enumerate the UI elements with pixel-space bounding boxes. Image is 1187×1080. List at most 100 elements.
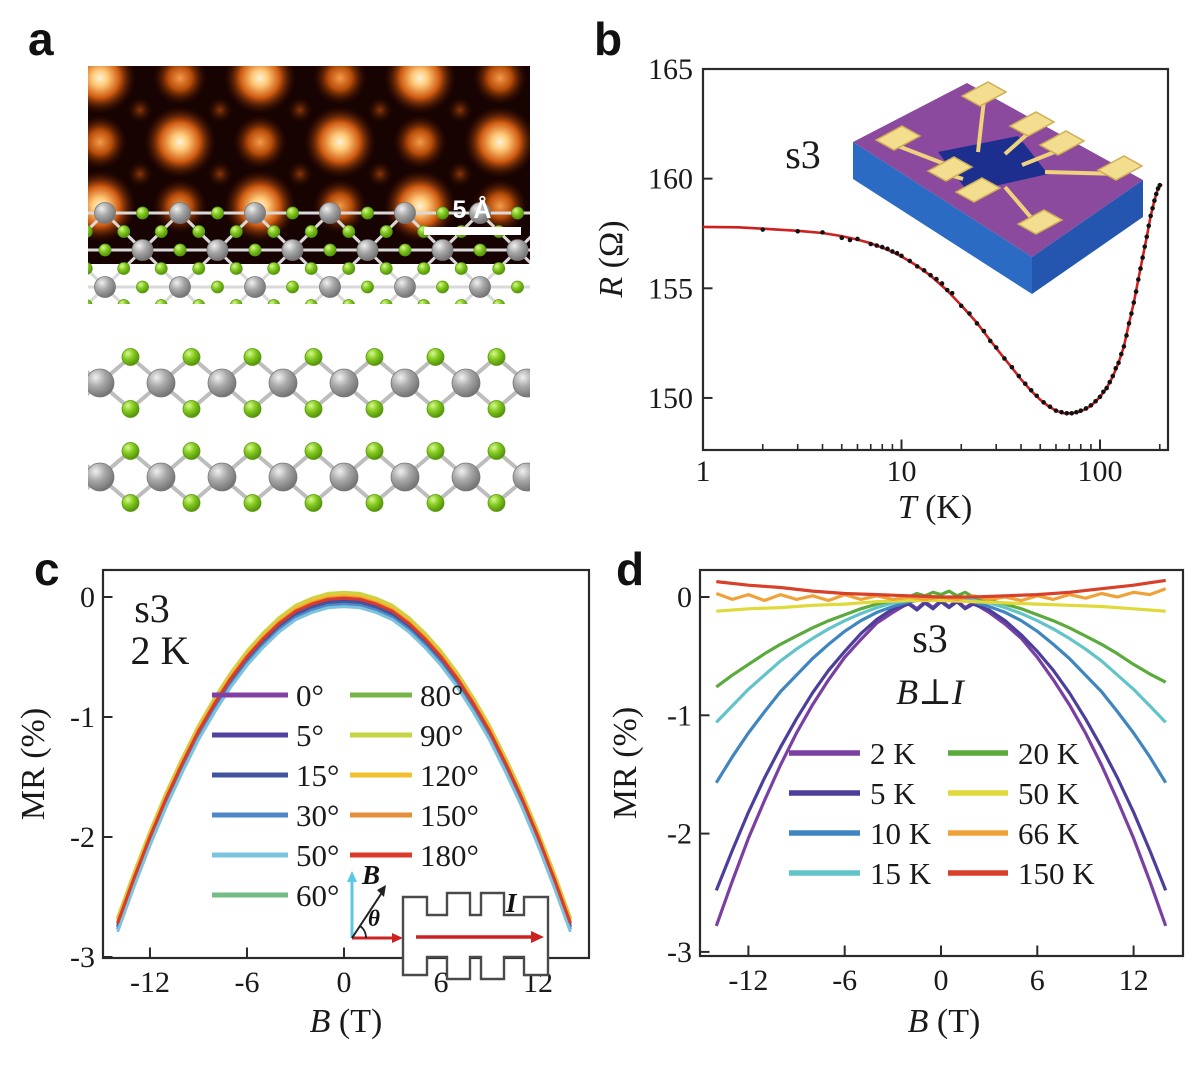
plot-frame-b bbox=[701, 67, 1170, 452]
green-atom bbox=[610, 401, 627, 418]
field-direction-arrow-icon bbox=[377, 885, 386, 897]
green-atom bbox=[454, 262, 468, 275]
gray-atom bbox=[94, 202, 116, 224]
y-tick-label: 160 bbox=[648, 163, 693, 196]
y-tick-label: -3 bbox=[70, 941, 95, 974]
data-dot bbox=[899, 253, 904, 259]
panel-a-structure: 5 Å bbox=[20, 66, 711, 512]
stm-bright-spot bbox=[384, 66, 456, 114]
data-dot bbox=[1083, 406, 1089, 411]
plot-frame-c bbox=[101, 568, 591, 960]
green-atom bbox=[426, 400, 445, 418]
legend-label-180°: 180° bbox=[420, 838, 479, 873]
green-atom bbox=[487, 494, 506, 512]
green-atom bbox=[121, 442, 140, 460]
green-atom bbox=[605, 300, 617, 312]
data-dot bbox=[1009, 364, 1015, 370]
panel-letter-a: a bbox=[28, 13, 54, 65]
green-atom bbox=[43, 300, 55, 312]
y-tick-label: -1 bbox=[70, 701, 95, 734]
stm-medium-spot bbox=[88, 115, 127, 169]
green-atom bbox=[211, 206, 224, 220]
green-atom bbox=[492, 299, 505, 304]
stm-faint-spot bbox=[47, 161, 73, 187]
green-atom bbox=[699, 244, 711, 256]
data-dot bbox=[1118, 351, 1124, 357]
green-atom bbox=[136, 206, 149, 220]
gray-atom bbox=[545, 203, 566, 224]
data-dot bbox=[1034, 393, 1040, 399]
green-atom bbox=[610, 349, 627, 366]
stm-medium-spot bbox=[233, 115, 287, 169]
data-dot bbox=[928, 272, 933, 278]
gray-atom bbox=[20, 203, 41, 224]
legend-label-120°: 120° bbox=[420, 758, 479, 793]
green-atom bbox=[361, 280, 374, 294]
gray-atom bbox=[57, 240, 78, 261]
data-dot bbox=[907, 258, 913, 264]
green-atom bbox=[487, 400, 506, 418]
green-atom bbox=[229, 225, 243, 238]
gray-atom bbox=[620, 203, 641, 224]
current-label: I bbox=[505, 888, 518, 918]
gray-atom bbox=[574, 369, 602, 397]
green-atom bbox=[182, 494, 201, 512]
legend-label-10 K: 10 K bbox=[870, 816, 932, 851]
panel-c-angle-mr-plot: 0-1-2-3-12 -6 0 6 12B (T)MR (%)s32 K0°5°15°3… bbox=[15, 568, 591, 1040]
data-dot bbox=[1028, 387, 1034, 393]
legend-label-15°: 15° bbox=[296, 758, 339, 793]
gray-atom bbox=[574, 463, 602, 491]
sample-annotation: s3 bbox=[912, 616, 948, 661]
green-atom bbox=[436, 206, 449, 220]
data-dot bbox=[949, 290, 955, 296]
measurement-geometry-inset: B θ I bbox=[347, 860, 550, 981]
panel-letter-c: c bbox=[34, 543, 60, 595]
green-atom bbox=[365, 348, 384, 366]
data-dot bbox=[1107, 379, 1113, 385]
gray-atom bbox=[545, 277, 566, 298]
green-atom bbox=[549, 443, 566, 460]
mr-curves-c bbox=[116, 590, 572, 933]
data-dot bbox=[1022, 381, 1028, 386]
data-dot bbox=[1142, 244, 1148, 249]
green-atom bbox=[182, 442, 201, 460]
data-dot bbox=[1104, 385, 1109, 391]
green-atom bbox=[61, 495, 78, 512]
green-atom bbox=[61, 401, 78, 418]
green-atom bbox=[267, 225, 281, 238]
green-atom bbox=[117, 262, 131, 275]
stm-bright-spot bbox=[224, 66, 296, 114]
legend-label-80°: 80° bbox=[420, 678, 463, 713]
theta-angle-arc bbox=[359, 925, 367, 939]
scale-bar-line bbox=[424, 227, 521, 235]
x-tick-label: -6 bbox=[234, 966, 259, 999]
data-dot bbox=[934, 276, 939, 282]
gray-atom bbox=[356, 239, 379, 261]
green-atom bbox=[492, 262, 506, 275]
stm-medium-spot bbox=[393, 115, 447, 169]
data-dot bbox=[820, 230, 825, 235]
device-left-side bbox=[853, 142, 1032, 294]
green-atom bbox=[61, 443, 78, 460]
green-atom bbox=[43, 226, 55, 238]
b-field-arrow-icon bbox=[347, 871, 357, 882]
green-atom bbox=[211, 280, 224, 294]
gray-atom bbox=[244, 202, 266, 224]
data-dot bbox=[890, 249, 895, 254]
data-dot bbox=[1110, 373, 1116, 379]
green-atom bbox=[379, 262, 393, 275]
gray-atom bbox=[390, 368, 420, 398]
stm-faint-spot bbox=[207, 161, 233, 187]
data-dot bbox=[1113, 366, 1119, 371]
x-tick-label: -6 bbox=[832, 964, 857, 997]
gray-atom bbox=[329, 368, 359, 398]
stm-medium-spot bbox=[473, 66, 527, 105]
legend-label-50 K: 50 K bbox=[1018, 776, 1080, 811]
green-atom bbox=[182, 400, 201, 418]
green-atom bbox=[43, 263, 55, 275]
green-atom bbox=[155, 299, 168, 304]
green-atom bbox=[549, 349, 566, 366]
green-atom bbox=[117, 299, 130, 304]
data-dot bbox=[1124, 333, 1129, 338]
